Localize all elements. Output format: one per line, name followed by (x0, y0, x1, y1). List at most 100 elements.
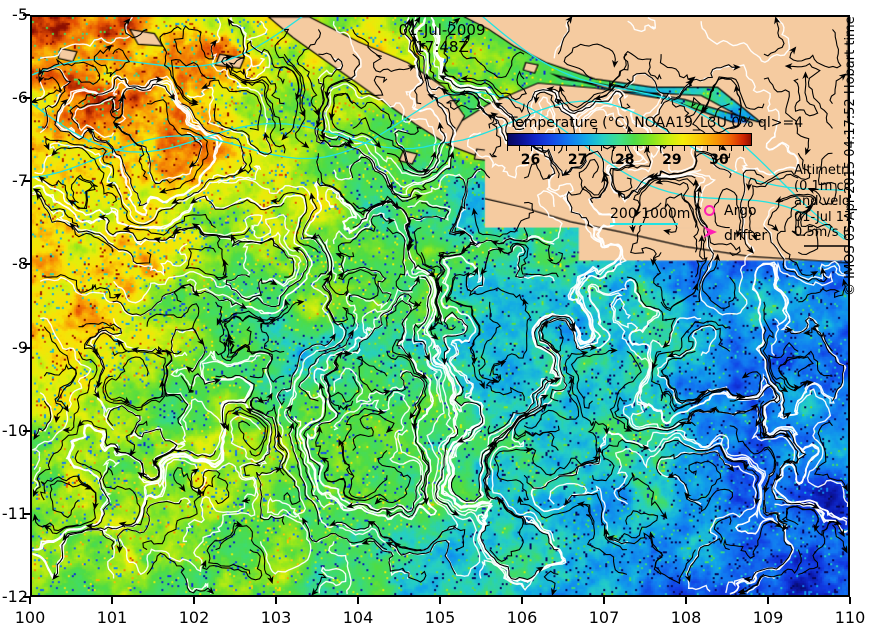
velocity-streamline (298, 329, 354, 402)
velocity-streamline (171, 153, 253, 204)
velocity-streamline (324, 75, 388, 99)
velocity-streamline (255, 466, 285, 526)
sealevel-contour (762, 206, 846, 281)
velocity-streamline (570, 347, 618, 409)
velocity-streamline (807, 152, 837, 206)
velocity-streamline (43, 363, 77, 424)
velocity-streamline (102, 467, 141, 528)
x-axis-tick (357, 597, 359, 604)
velocity-streamline (385, 299, 413, 359)
velocity-streamline (413, 276, 432, 362)
velocity-streamline (671, 76, 701, 117)
colorbar: Temperature (°C) NOAA19_L3U 0% ql>=4 26 2… (507, 115, 803, 170)
velocity-streamline (776, 202, 819, 278)
velocity-streamline (759, 326, 792, 420)
velocity-streamline (687, 406, 762, 428)
velocity-streamline (215, 374, 255, 430)
velocity-streamline (684, 515, 732, 583)
velocity-streamline (763, 17, 785, 57)
velocity-streamline (480, 524, 544, 581)
velocity-streamline (74, 450, 110, 530)
x-axis-tick (29, 597, 31, 604)
velocity-streamline (310, 232, 354, 296)
velocity-streamline (249, 396, 285, 476)
velocity-streamline (318, 53, 361, 141)
velocity-streamline (316, 153, 388, 214)
velocity-streamline (320, 457, 388, 502)
velocity-streamline (514, 137, 593, 176)
velocity-streamline (592, 438, 650, 482)
velocity-streamline (647, 150, 731, 180)
velocity-streamline (32, 188, 79, 228)
velocity-streamline (455, 301, 485, 390)
x-axis-tick-label: 101 (96, 608, 128, 627)
velocity-streamline (653, 252, 699, 310)
velocity-streamline (793, 71, 819, 117)
velocity-streamline (487, 378, 558, 435)
map-plot-area[interactable]: 01-Jul-2009 17:48Z Temperature (°C) NOAA… (30, 15, 850, 597)
y-axis-tick (23, 512, 30, 515)
velocity-streamline (450, 441, 494, 503)
date-time-stamp: 01-Jul-2009 17:48Z (398, 21, 486, 56)
velocity-streamline (729, 385, 778, 439)
velocity-streamline (153, 226, 251, 244)
velocity-streamline (105, 181, 182, 226)
colorbar-minor-tick (648, 146, 650, 151)
velocity-streamline (243, 408, 273, 476)
velocity-streamline (190, 468, 230, 505)
y-axis-tick-label: -11 (1, 503, 28, 523)
velocity-streamline (32, 76, 63, 104)
velocity-streamline (694, 202, 715, 303)
velocity-streamline (147, 99, 203, 168)
velocity-streamline (593, 72, 670, 104)
sealevel-contour (304, 182, 544, 581)
velocity-streamline (337, 213, 395, 258)
velocity-streamline (38, 68, 72, 129)
velocity-streamline (134, 420, 178, 467)
velocity-streamline (629, 175, 696, 234)
velocity-streamline (418, 42, 491, 105)
velocity-streamline (44, 274, 122, 301)
velocity-streamline (172, 467, 216, 497)
argo-circle-icon (704, 205, 715, 216)
drifter-arrowhead-icon (703, 226, 717, 238)
velocity-streamline (386, 227, 421, 292)
x-axis-tick-label: 109 (752, 608, 784, 627)
x-axis-tick-label: 106 (506, 608, 538, 627)
velocity-streamline (323, 269, 355, 327)
velocity-streamline (109, 83, 176, 119)
velocity-streamline (62, 499, 148, 542)
velocity-streamline (762, 301, 789, 393)
velocity-streamline (231, 409, 266, 451)
velocity-streamline (159, 127, 209, 194)
velocity-streamline (538, 317, 577, 354)
velocity-scale-arrow (804, 245, 848, 247)
velocity-streamline (33, 400, 52, 441)
velocity-streamline (606, 510, 659, 542)
velocity-streamline (276, 333, 336, 406)
velocity-streamline (555, 90, 631, 115)
argo-legend-label: Argo (724, 203, 757, 219)
velocity-streamline (250, 392, 285, 451)
altimetry-legend-text: Altimetric sealevel (0.1m contours) and … (794, 163, 850, 240)
velocity-streamline (829, 73, 847, 105)
velocity-streamline (465, 267, 525, 303)
bathymetry-contour (32, 17, 846, 238)
velocity-streamline (791, 203, 819, 256)
y-axis-tick-label: -6 (12, 88, 28, 108)
y-axis-tick-label: -9 (12, 337, 28, 357)
velocity-streamline (454, 375, 484, 443)
colorbar-minor-tick (671, 146, 673, 151)
velocity-streamline (260, 299, 305, 353)
velocity-streamline (659, 54, 741, 82)
velocity-streamline (184, 247, 229, 279)
velocity-streamline (226, 62, 285, 132)
velocity-streamline (394, 126, 437, 172)
velocity-streamline (635, 178, 698, 217)
velocity-streamline (137, 449, 217, 482)
velocity-streamline (352, 293, 421, 352)
velocity-streamline (224, 314, 265, 358)
sealevel-contour (627, 17, 656, 33)
x-axis-tick-label: 102 (178, 608, 210, 627)
y-axis-tick (23, 263, 30, 266)
